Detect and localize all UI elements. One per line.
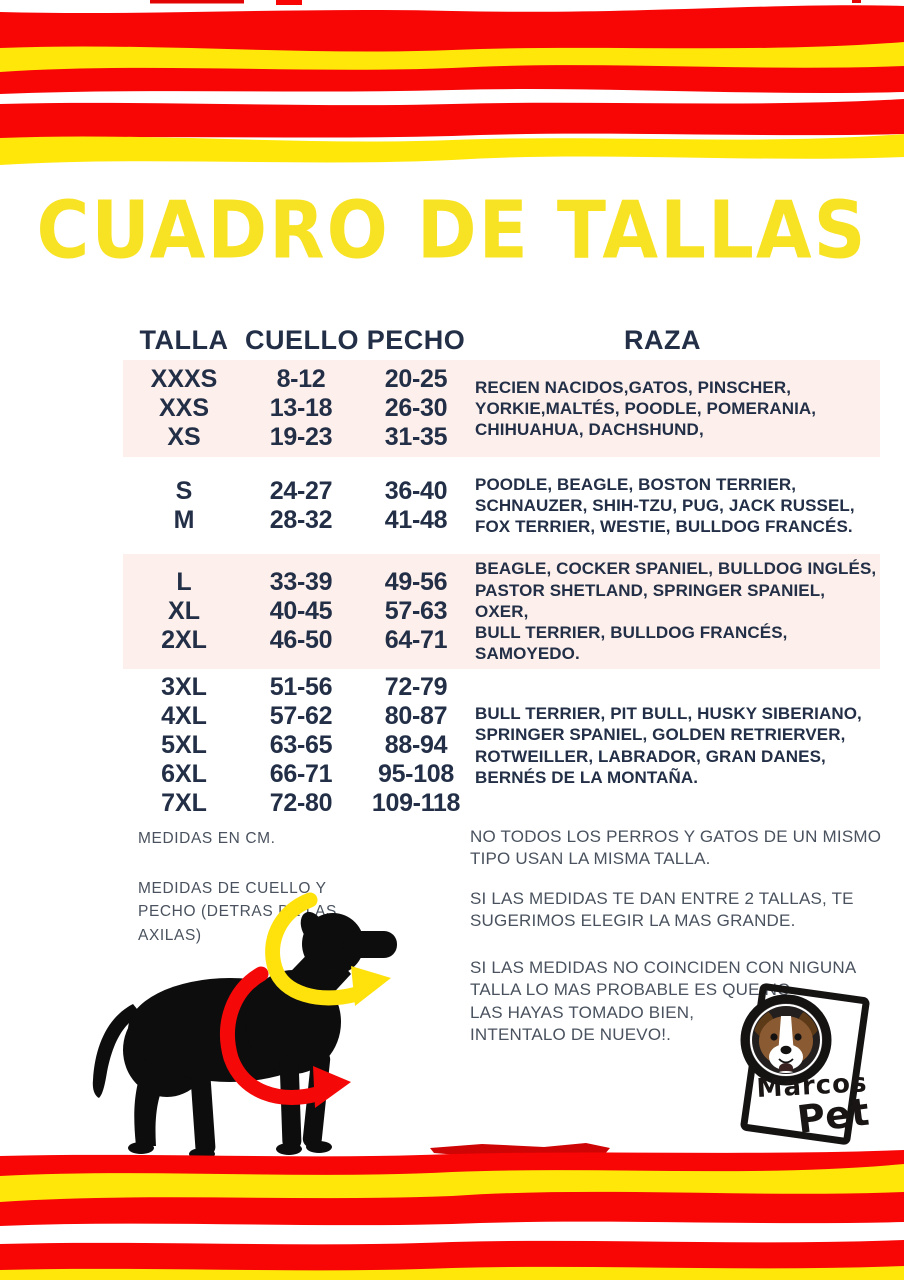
size-table: TALLA CUELLO PECHO RAZA XXXS 8-12 20-25 … [123, 320, 880, 822]
column-header-raza: RAZA [624, 324, 701, 355]
chest-range: 72-79 [384, 673, 448, 701]
chest-range: 26-30 [384, 394, 448, 422]
table-row: 3XL 51-56 72-79 [123, 673, 475, 702]
size-table-header: TALLA CUELLO PECHO RAZA [123, 320, 880, 360]
chest-range: 57-63 [384, 597, 448, 625]
table-row: 4XL 57-62 80-87 [123, 702, 475, 731]
size-label: XXS [158, 394, 210, 422]
size-group-xxxs-xs: XXXS 8-12 20-25 XXS 13-18 26-30 XS 19-23… [123, 360, 880, 457]
chest-range: 88-94 [384, 731, 448, 759]
chest-range: 49-56 [384, 568, 448, 596]
size-group-s-m: S 24-27 36-40 M 28-32 41-48 POODLE, BEAG… [123, 457, 880, 554]
size-label: XS [167, 423, 201, 451]
neck-range: 66-71 [269, 760, 333, 788]
breed-list: BEAGLE, COCKER SPANIEL, BULLDOG INGLÉS, … [475, 559, 877, 664]
neck-range: 57-62 [269, 702, 333, 730]
size-label: 6XL [161, 760, 207, 788]
tip-between-sizes: SI LAS MEDIDAS TE DAN ENTRE 2 TALLAS, TE… [470, 888, 854, 931]
chest-range: 20-25 [384, 365, 448, 393]
column-header-pecho: PECHO [366, 324, 466, 355]
dog-silhouette-icon [92, 911, 397, 1160]
chest-range: 109-118 [371, 789, 461, 817]
size-label: 2XL [161, 626, 207, 654]
neck-measure-arrow-icon [265, 892, 391, 1006]
logo-dog-face-icon [740, 994, 832, 1086]
neck-range: 46-50 [269, 626, 333, 654]
breed-list: RECIEN NACIDOS,GATOS, PINSCHER, YORKIE,M… [475, 377, 817, 440]
size-label: M [173, 505, 195, 534]
table-row: S 24-27 36-40 [123, 477, 475, 506]
size-label: XXXS [150, 365, 218, 393]
tip-no-match: SI LAS MEDIDAS NO COINCIDEN CON NIGUNA T… [470, 957, 857, 1045]
column-header-talla: TALLA [139, 324, 229, 355]
top-stripes-decoration [0, 0, 904, 165]
marcos-pet-logo: Marcos Pet [740, 983, 872, 1145]
size-label: L [176, 568, 192, 596]
logo-name-top: Marcos [756, 1068, 868, 1104]
sizing-tips: NO TODOS LOS PERROS Y GATOS DE UN MISMO … [470, 826, 900, 1047]
size-group-l-2xl: L 33-39 49-56 XL 40-45 57-63 2XL 46-50 6… [123, 554, 880, 669]
neck-range: 63-65 [269, 731, 333, 759]
table-row: XXXS 8-12 20-25 [123, 365, 475, 394]
neck-range: 8-12 [276, 365, 326, 393]
breed-list: POODLE, BEAGLE, BOSTON TERRIER, SCHNAUZE… [475, 474, 855, 537]
chest-range: 36-40 [384, 476, 448, 505]
logo-name-bottom: Pet [795, 1090, 872, 1142]
breed-list: BULL TERRIER, PIT BULL, HUSKY SIBERIANO,… [475, 704, 862, 787]
table-row: XS 19-23 31-35 [123, 423, 475, 452]
chest-range: 95-108 [377, 760, 455, 788]
table-row: 7XL 72-80 109-118 [123, 789, 475, 818]
size-label: 5XL [161, 731, 207, 759]
table-row: 5XL 63-65 88-94 [123, 731, 475, 760]
column-header-cuello: CUELLO [245, 324, 359, 355]
neck-range: 13-18 [269, 394, 333, 422]
tip-same-type: NO TODOS LOS PERROS Y GATOS DE UN MISMO … [470, 827, 882, 869]
chest-range: 80-87 [384, 702, 448, 730]
neck-range: 51-56 [269, 673, 333, 701]
size-label: 7XL [161, 789, 207, 817]
table-row: XL 40-45 57-63 [123, 597, 475, 626]
neck-range: 24-27 [269, 476, 333, 505]
chest-measure-arrow-icon [220, 966, 351, 1108]
size-label: 3XL [161, 673, 207, 701]
size-group-3xl-7xl: 3XL 51-56 72-79 4XL 57-62 80-87 5XL 63-6… [123, 669, 880, 822]
chest-range: 64-71 [384, 626, 448, 654]
table-row: M 28-32 41-48 [123, 506, 475, 535]
size-label: XL [168, 597, 200, 625]
neck-range: 28-32 [269, 505, 333, 534]
size-label: S [175, 476, 193, 505]
dog-measurement-illustration [92, 892, 397, 1160]
bottom-stripes-decoration [0, 1143, 904, 1280]
table-row: 2XL 46-50 64-71 [123, 626, 475, 655]
chest-range: 41-48 [384, 505, 448, 534]
table-row: 6XL 66-71 95-108 [123, 760, 475, 789]
chest-range: 31-35 [384, 423, 448, 451]
table-row: XXS 13-18 26-30 [123, 394, 475, 423]
neck-range: 19-23 [269, 423, 333, 451]
page-title: CUADRO DE TALLAS [36, 184, 868, 277]
table-row: L 33-39 49-56 [123, 568, 475, 597]
neck-range: 33-39 [269, 568, 333, 596]
neck-range: 72-80 [269, 789, 333, 817]
neck-range: 40-45 [269, 597, 333, 625]
size-label: 4XL [161, 702, 207, 730]
units-note: MEDIDAS EN CM. [138, 830, 276, 847]
